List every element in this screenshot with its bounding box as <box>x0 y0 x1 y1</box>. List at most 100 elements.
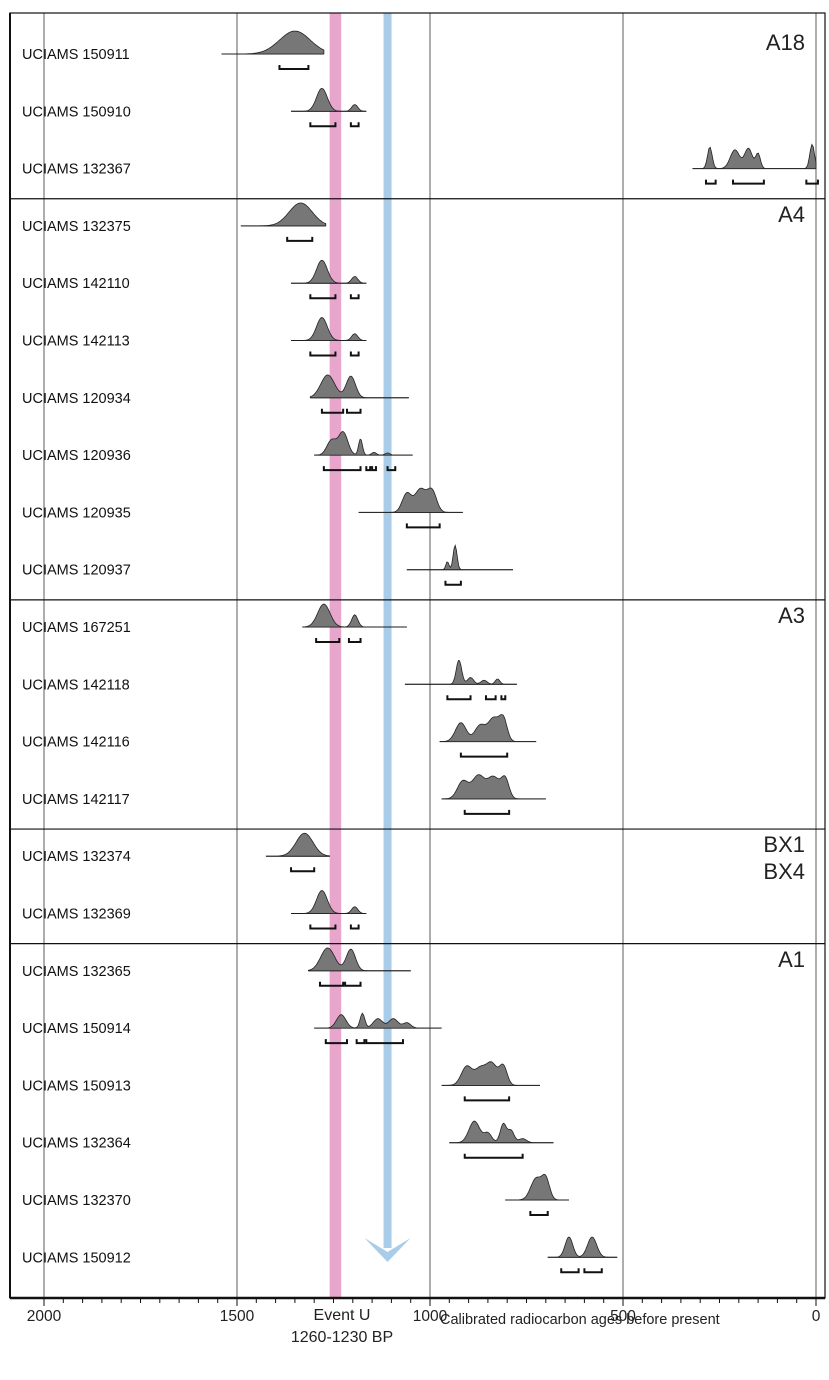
probability-density <box>406 543 513 571</box>
sigma-range-bracket <box>309 351 337 357</box>
sigma-range-bracket <box>444 580 462 586</box>
event-range: 1260-1230 BP <box>290 1329 394 1346</box>
group-label: BX1 <box>763 832 805 857</box>
probability-density <box>441 1061 541 1086</box>
sample-label: UCIAMS 120935 <box>22 505 131 521</box>
sample-label: UCIAMS 142116 <box>22 735 130 751</box>
sigma-range-bracket <box>463 1096 511 1102</box>
sample-row: UCIAMS 132370 <box>22 1173 569 1216</box>
sample-label: UCIAMS 142117 <box>22 792 130 808</box>
sigma-range-bracket <box>583 1268 603 1274</box>
sigma-range-bracket <box>309 924 337 930</box>
sigma-range-bracket <box>286 236 314 242</box>
sample-label: UCIAMS 142113 <box>22 334 130 350</box>
sigma-range-bracket <box>704 179 717 185</box>
sigma-range-bracket <box>365 466 372 472</box>
sample-label: UCIAMS 142110 <box>22 276 130 292</box>
sigma-range-bracket <box>463 1153 524 1159</box>
sample-label: UCIAMS 132367 <box>22 162 131 178</box>
group-label: A18 <box>766 30 805 55</box>
sample-label: UCIAMS 132374 <box>22 849 131 865</box>
sigma-range-bracket <box>355 1039 366 1045</box>
sigma-range-bracket <box>446 695 472 701</box>
sigma-range-bracket <box>529 1211 549 1216</box>
event-name: Event U <box>313 1307 371 1324</box>
sample-row: UCIAMS 167251 <box>22 603 407 643</box>
sample-label: UCIAMS 132375 <box>22 219 131 235</box>
sample-row: UCIAMS 150911 <box>22 30 325 70</box>
sigma-range-bracket <box>459 752 509 758</box>
sample-row: UCIAMS 132369 <box>22 890 367 930</box>
sigma-range-bracket <box>309 122 337 128</box>
sample-row: UCIAMS 150914 <box>22 1012 442 1045</box>
sample-label: UCIAMS 120934 <box>22 391 131 407</box>
sample-label: UCIAMS 150910 <box>22 104 131 120</box>
sample-row: UCIAMS 142113 <box>22 317 367 357</box>
sample-row: UCIAMS 120935 <box>22 487 463 529</box>
sample-row: UCIAMS 132367 <box>22 143 819 185</box>
sample-row: UCIAMS 142117 <box>22 774 546 815</box>
sigma-range-bracket <box>347 638 362 643</box>
group-label: A1 <box>778 947 805 972</box>
probability-density <box>358 487 463 513</box>
sample-row: UCIAMS 120937 <box>22 543 513 586</box>
sample-label: UCIAMS 120937 <box>22 563 131 579</box>
sigma-range-bracket <box>320 408 345 414</box>
probability-density <box>302 603 407 628</box>
probability-density <box>307 947 411 972</box>
x-tick-label: 500 <box>610 1308 636 1325</box>
arrow-head <box>364 1238 411 1262</box>
sigma-range-bracket <box>315 638 341 643</box>
sample-label: UCIAMS 150914 <box>22 1021 131 1037</box>
sample-label: UCIAMS 150913 <box>22 1078 131 1094</box>
sample-row: UCIAMS 120934 <box>22 374 409 414</box>
sigma-range-bracket <box>405 523 441 529</box>
x-tick-label: 0 <box>812 1308 821 1325</box>
sample-row: UCIAMS 132364 <box>22 1120 554 1159</box>
sample-row: UCIAMS 142110 <box>22 259 367 300</box>
sigma-range-bracket <box>349 351 360 357</box>
sample-row: UCIAMS 132375 <box>22 202 327 242</box>
group-label: BX4 <box>763 859 805 884</box>
sigma-range-bracket <box>346 408 362 414</box>
sample-row: UCIAMS 120936 <box>22 430 413 472</box>
sample-row: UCIAMS 132365 <box>22 947 411 987</box>
sigma-range-bracket <box>349 122 360 128</box>
sample-label: UCIAMS 132370 <box>22 1193 131 1209</box>
probability-density <box>221 30 325 55</box>
probability-density <box>547 1236 618 1258</box>
sigma-range-bracket <box>463 809 511 815</box>
sigma-range-bracket <box>309 294 337 300</box>
group-label: A4 <box>778 202 805 227</box>
sample-row: UCIAMS 142118 <box>22 660 517 701</box>
probability-density <box>505 1173 569 1201</box>
sigma-range-bracket <box>560 1268 580 1274</box>
event-label: Event U 1260-1230 BP <box>283 1305 401 1349</box>
sample-row: UCIAMS 150913 <box>22 1061 541 1102</box>
sample-label: UCIAMS 167251 <box>22 620 131 636</box>
sigma-range-bracket <box>349 294 360 300</box>
sigma-range-bracket <box>318 981 345 987</box>
sigma-range-bracket <box>278 65 310 70</box>
probability-density <box>441 774 546 800</box>
sigma-range-bracket <box>386 466 397 472</box>
probability-density <box>309 374 409 399</box>
sigma-range-bracket <box>324 1039 349 1045</box>
sample-label: UCIAMS 132364 <box>22 1136 131 1152</box>
sigma-range-bracket <box>484 695 497 701</box>
sigma-range-bracket <box>732 179 765 185</box>
sigma-range-bracket <box>349 924 360 930</box>
sample-label: UCIAMS 132369 <box>22 907 131 923</box>
probability-density <box>291 259 367 284</box>
sample-row: UCIAMS 150910 <box>22 87 367 128</box>
probability-density <box>240 202 327 227</box>
sigma-range-bracket <box>805 179 819 185</box>
sample-label: UCIAMS 142118 <box>22 677 130 693</box>
plot-frame <box>9 12 826 1299</box>
sample-label: UCIAMS 120936 <box>22 448 131 464</box>
sigma-range-bracket <box>365 1039 404 1045</box>
probability-density <box>291 87 367 112</box>
probability-density <box>449 1120 554 1144</box>
probability-density <box>404 660 517 685</box>
sample-label: UCIAMS 132365 <box>22 964 131 980</box>
